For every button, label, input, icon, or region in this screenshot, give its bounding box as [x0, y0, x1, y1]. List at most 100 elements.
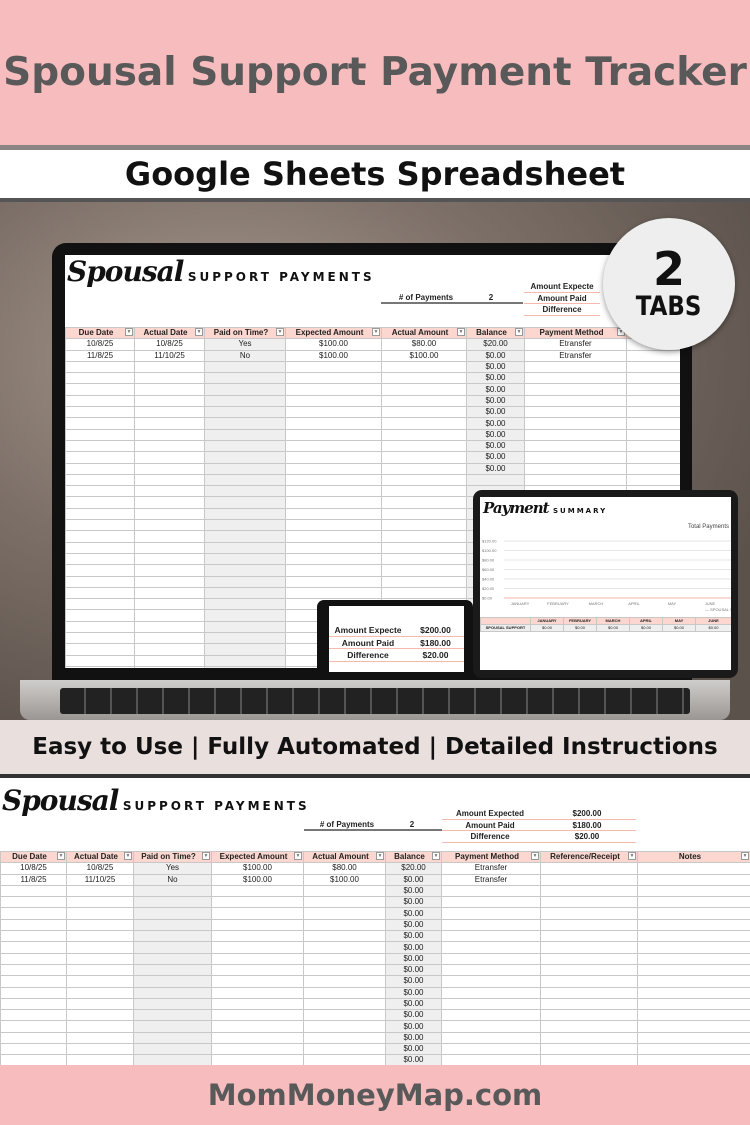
filter-dropdown-icon[interactable]: ▼: [202, 852, 210, 861]
cell[interactable]: [134, 643, 205, 656]
cell[interactable]: Etransfer: [524, 349, 627, 362]
cell[interactable]: [524, 462, 627, 475]
cell[interactable]: [204, 428, 286, 441]
cell[interactable]: [381, 462, 467, 475]
cell[interactable]: [133, 1020, 212, 1033]
cell[interactable]: [540, 975, 638, 988]
cell[interactable]: [524, 473, 627, 487]
cell[interactable]: [134, 507, 205, 521]
cell[interactable]: [66, 1054, 134, 1065]
cell[interactable]: [540, 1054, 638, 1065]
cell[interactable]: [65, 564, 135, 577]
cell[interactable]: [134, 564, 205, 577]
cell[interactable]: [303, 1043, 386, 1056]
filter-dropdown-icon[interactable]: ▼: [195, 328, 203, 337]
cell[interactable]: [66, 1020, 134, 1033]
cell[interactable]: [204, 609, 286, 622]
cell[interactable]: $0.00: [466, 383, 525, 396]
cell[interactable]: Yes: [133, 862, 212, 875]
cell[interactable]: [637, 986, 750, 999]
cell[interactable]: [134, 586, 205, 600]
cell[interactable]: [0, 1020, 67, 1033]
cell[interactable]: [66, 884, 134, 898]
cell[interactable]: [134, 372, 205, 385]
cell[interactable]: 11/8/25: [0, 873, 67, 886]
cell[interactable]: [441, 1054, 541, 1065]
cell[interactable]: $0.00: [385, 1054, 442, 1065]
cell[interactable]: [133, 997, 212, 1011]
cell[interactable]: [381, 507, 467, 521]
filter-dropdown-icon[interactable]: ▼: [515, 328, 523, 337]
cell[interactable]: [134, 417, 205, 430]
cell[interactable]: $100.00: [285, 338, 382, 351]
cell[interactable]: [303, 918, 386, 932]
cell[interactable]: [524, 372, 627, 385]
cell[interactable]: [65, 428, 135, 441]
cell[interactable]: [303, 986, 386, 999]
cell[interactable]: [285, 439, 382, 453]
cell[interactable]: $0.00: [466, 394, 525, 408]
cell[interactable]: [285, 451, 382, 464]
filter-dropdown-icon[interactable]: ▼: [372, 328, 380, 337]
cell[interactable]: [381, 575, 467, 588]
cell[interactable]: [381, 586, 467, 600]
cell[interactable]: [637, 1020, 750, 1033]
cell[interactable]: [133, 907, 212, 920]
cell[interactable]: [66, 986, 134, 999]
cell[interactable]: [211, 930, 304, 943]
cell[interactable]: [204, 507, 286, 521]
cell[interactable]: [381, 360, 467, 374]
cell[interactable]: [211, 997, 304, 1011]
cell[interactable]: [211, 941, 304, 954]
cell[interactable]: [637, 896, 750, 909]
cell[interactable]: [134, 383, 205, 396]
cell[interactable]: [524, 451, 627, 464]
cell[interactable]: [66, 930, 134, 943]
cell[interactable]: $0.00: [466, 406, 525, 419]
cell[interactable]: [66, 975, 134, 988]
cell[interactable]: $0.00: [385, 975, 442, 988]
cell[interactable]: [285, 552, 382, 566]
cell[interactable]: [540, 1031, 638, 1045]
cell[interactable]: [285, 383, 382, 396]
cell[interactable]: [133, 930, 212, 943]
cell[interactable]: [285, 372, 382, 385]
cell[interactable]: [637, 930, 750, 943]
cell[interactable]: [133, 896, 212, 909]
cell[interactable]: [65, 575, 135, 588]
cell[interactable]: [66, 907, 134, 920]
cell[interactable]: 10/8/25: [134, 338, 205, 351]
cell[interactable]: [303, 952, 386, 965]
cell[interactable]: [65, 496, 135, 509]
cell[interactable]: [134, 462, 205, 475]
cell[interactable]: $0.00: [385, 907, 442, 920]
cell[interactable]: [66, 1009, 134, 1022]
cell[interactable]: [65, 620, 135, 634]
cell[interactable]: $80.00: [303, 862, 386, 875]
cell[interactable]: [65, 394, 135, 408]
cell[interactable]: [285, 541, 382, 554]
cell[interactable]: [285, 406, 382, 419]
cell[interactable]: [211, 1020, 304, 1033]
cell[interactable]: [204, 552, 286, 566]
cell[interactable]: [303, 1009, 386, 1022]
cell[interactable]: [540, 896, 638, 909]
cell[interactable]: [524, 428, 627, 441]
cell[interactable]: $0.00: [385, 963, 442, 977]
cell[interactable]: [211, 1054, 304, 1065]
cell[interactable]: [133, 952, 212, 965]
cell[interactable]: [381, 417, 467, 430]
cell[interactable]: [211, 963, 304, 977]
cell[interactable]: [540, 884, 638, 898]
cell[interactable]: [211, 1009, 304, 1022]
cell[interactable]: $0.00: [385, 884, 442, 898]
cell[interactable]: $0.00: [385, 1031, 442, 1045]
cell[interactable]: [0, 952, 67, 965]
cell[interactable]: [441, 907, 541, 920]
cell[interactable]: $100.00: [381, 349, 467, 362]
cell[interactable]: $0.00: [385, 1020, 442, 1033]
cell[interactable]: [65, 609, 135, 622]
cell[interactable]: [524, 439, 627, 453]
cell[interactable]: [524, 360, 627, 374]
cell[interactable]: [204, 654, 286, 667]
